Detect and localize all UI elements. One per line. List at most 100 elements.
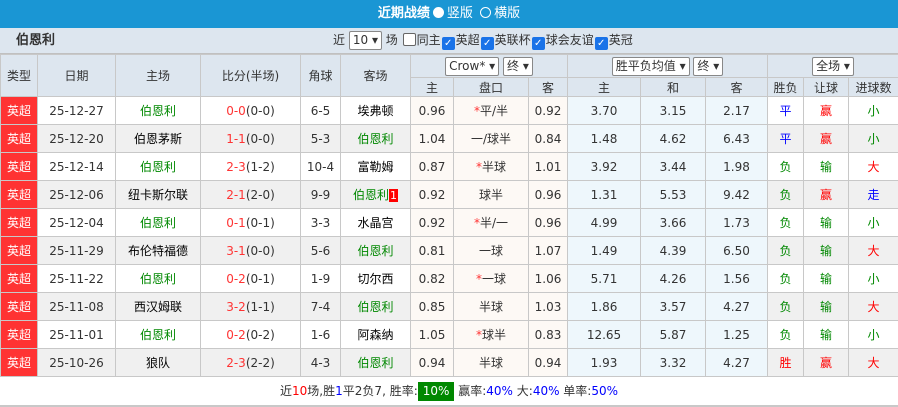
odds-home: 0.85: [411, 293, 454, 321]
score[interactable]: 3-2(1-1): [201, 293, 301, 321]
handicap-line: 一/球半: [454, 125, 529, 153]
score[interactable]: 0-2(0-2): [201, 321, 301, 349]
home-team[interactable]: 纽卡斯尔联: [116, 181, 201, 209]
league-checkbox-efl-cup[interactable]: ✓: [481, 37, 494, 50]
league-checkbox-championship[interactable]: ✓: [595, 37, 608, 50]
handicap-line: *半球: [454, 153, 529, 181]
score[interactable]: 2-3(2-2): [201, 349, 301, 377]
score[interactable]: 0-1(0-1): [201, 209, 301, 237]
result-header: 全场 ▾: [768, 55, 898, 78]
col-goals: 进球数: [849, 78, 898, 97]
count-select[interactable]: 10 ▾: [349, 31, 382, 50]
near-label: 近: [333, 33, 345, 47]
league-checkbox-epl[interactable]: ✓: [442, 37, 455, 50]
score[interactable]: 2-3(1-2): [201, 153, 301, 181]
euro-away: 4.27: [706, 349, 768, 377]
col-odds-away: 客: [529, 78, 568, 97]
euro-away: 6.50: [706, 237, 768, 265]
league-badge[interactable]: 英超: [1, 293, 38, 321]
goals-result: 大: [849, 349, 898, 377]
league-badge[interactable]: 英超: [1, 153, 38, 181]
home-team[interactable]: 伯恩利: [116, 209, 201, 237]
home-team[interactable]: 伯恩利: [116, 265, 201, 293]
odds-home: 1.05: [411, 321, 454, 349]
euro-time-select[interactable]: 终 ▾: [693, 57, 723, 76]
radio-vertical[interactable]: [433, 7, 444, 18]
wdl-result: 负: [768, 153, 804, 181]
away-team[interactable]: 伯恩利: [341, 293, 411, 321]
radio-horizontal[interactable]: [480, 7, 491, 18]
home-team[interactable]: 伯恩利: [116, 97, 201, 125]
away-team[interactable]: 伯恩利: [341, 237, 411, 265]
league-label: 英冠: [609, 33, 633, 47]
away-team[interactable]: 伯恩利: [341, 349, 411, 377]
away-team[interactable]: 阿森纳: [341, 321, 411, 349]
home-team[interactable]: 狼队: [116, 349, 201, 377]
euro-select[interactable]: 胜平负均值 ▾: [612, 57, 690, 76]
score[interactable]: 1-1(0-0): [201, 125, 301, 153]
home-team[interactable]: 西汉姆联: [116, 293, 201, 321]
radio-vertical-label[interactable]: 竖版: [447, 6, 473, 21]
away-team[interactable]: 水晶宫: [341, 209, 411, 237]
col-home: 主场: [116, 55, 201, 97]
euro-home: 12.65: [568, 321, 641, 349]
corners: 3-3: [301, 209, 341, 237]
corners: 4-3: [301, 349, 341, 377]
radio-horizontal-label[interactable]: 横版: [494, 6, 520, 21]
score[interactable]: 0-0(0-0): [201, 97, 301, 125]
team-name: 伯恩利: [16, 28, 55, 53]
score[interactable]: 0-2(0-1): [201, 265, 301, 293]
league-badge[interactable]: 英超: [1, 265, 38, 293]
home-team[interactable]: 伯恩利: [116, 321, 201, 349]
handicap-line: 球半: [454, 181, 529, 209]
league-badge[interactable]: 英超: [1, 97, 38, 125]
odds-away: 0.83: [529, 321, 568, 349]
handicap-line: *球半: [454, 321, 529, 349]
league-badge[interactable]: 英超: [1, 237, 38, 265]
odds-home: 1.04: [411, 125, 454, 153]
league-badge[interactable]: 英超: [1, 125, 38, 153]
range-select[interactable]: 全场 ▾: [812, 57, 854, 76]
away-team[interactable]: 切尔西: [341, 265, 411, 293]
away-team[interactable]: 富勒姆: [341, 153, 411, 181]
col-wdl: 胜负: [768, 78, 804, 97]
score[interactable]: 2-1(2-0): [201, 181, 301, 209]
away-team[interactable]: 伯恩利1: [341, 181, 411, 209]
company-select[interactable]: Crow* ▾: [445, 57, 499, 76]
home-team[interactable]: 伯恩利: [116, 153, 201, 181]
odds-home: 0.96: [411, 97, 454, 125]
euro-away: 1.56: [706, 265, 768, 293]
goals-result: 小: [849, 321, 898, 349]
count-unit: 场: [386, 33, 398, 47]
league-checkbox-friendly[interactable]: ✓: [532, 37, 545, 50]
league-badge[interactable]: 英超: [1, 349, 38, 377]
odds-away: 1.01: [529, 153, 568, 181]
col-euro-draw: 和: [641, 78, 706, 97]
euro-draw: 4.39: [641, 237, 706, 265]
odds-away: 0.84: [529, 125, 568, 153]
match-date: 25-10-26: [38, 349, 116, 377]
score[interactable]: 3-1(0-0): [201, 237, 301, 265]
euro-home: 1.49: [568, 237, 641, 265]
match-date: 25-12-14: [38, 153, 116, 181]
handicap-result: 赢: [804, 349, 849, 377]
league-badge[interactable]: 英超: [1, 209, 38, 237]
handicap-result: 输: [804, 237, 849, 265]
same-home-checkbox[interactable]: [403, 33, 416, 46]
away-team[interactable]: 伯恩利: [341, 125, 411, 153]
match-date: 25-11-29: [38, 237, 116, 265]
league-badge[interactable]: 英超: [1, 181, 38, 209]
away-team[interactable]: 埃弗顿: [341, 97, 411, 125]
col-corner: 角球: [301, 55, 341, 97]
odds-time-select[interactable]: 终 ▾: [503, 57, 533, 76]
euro-draw: 3.15: [641, 97, 706, 125]
league-badge[interactable]: 英超: [1, 321, 38, 349]
euro-away: 1.98: [706, 153, 768, 181]
home-team[interactable]: 伯恩茅斯: [116, 125, 201, 153]
home-team[interactable]: 布伦特福德: [116, 237, 201, 265]
